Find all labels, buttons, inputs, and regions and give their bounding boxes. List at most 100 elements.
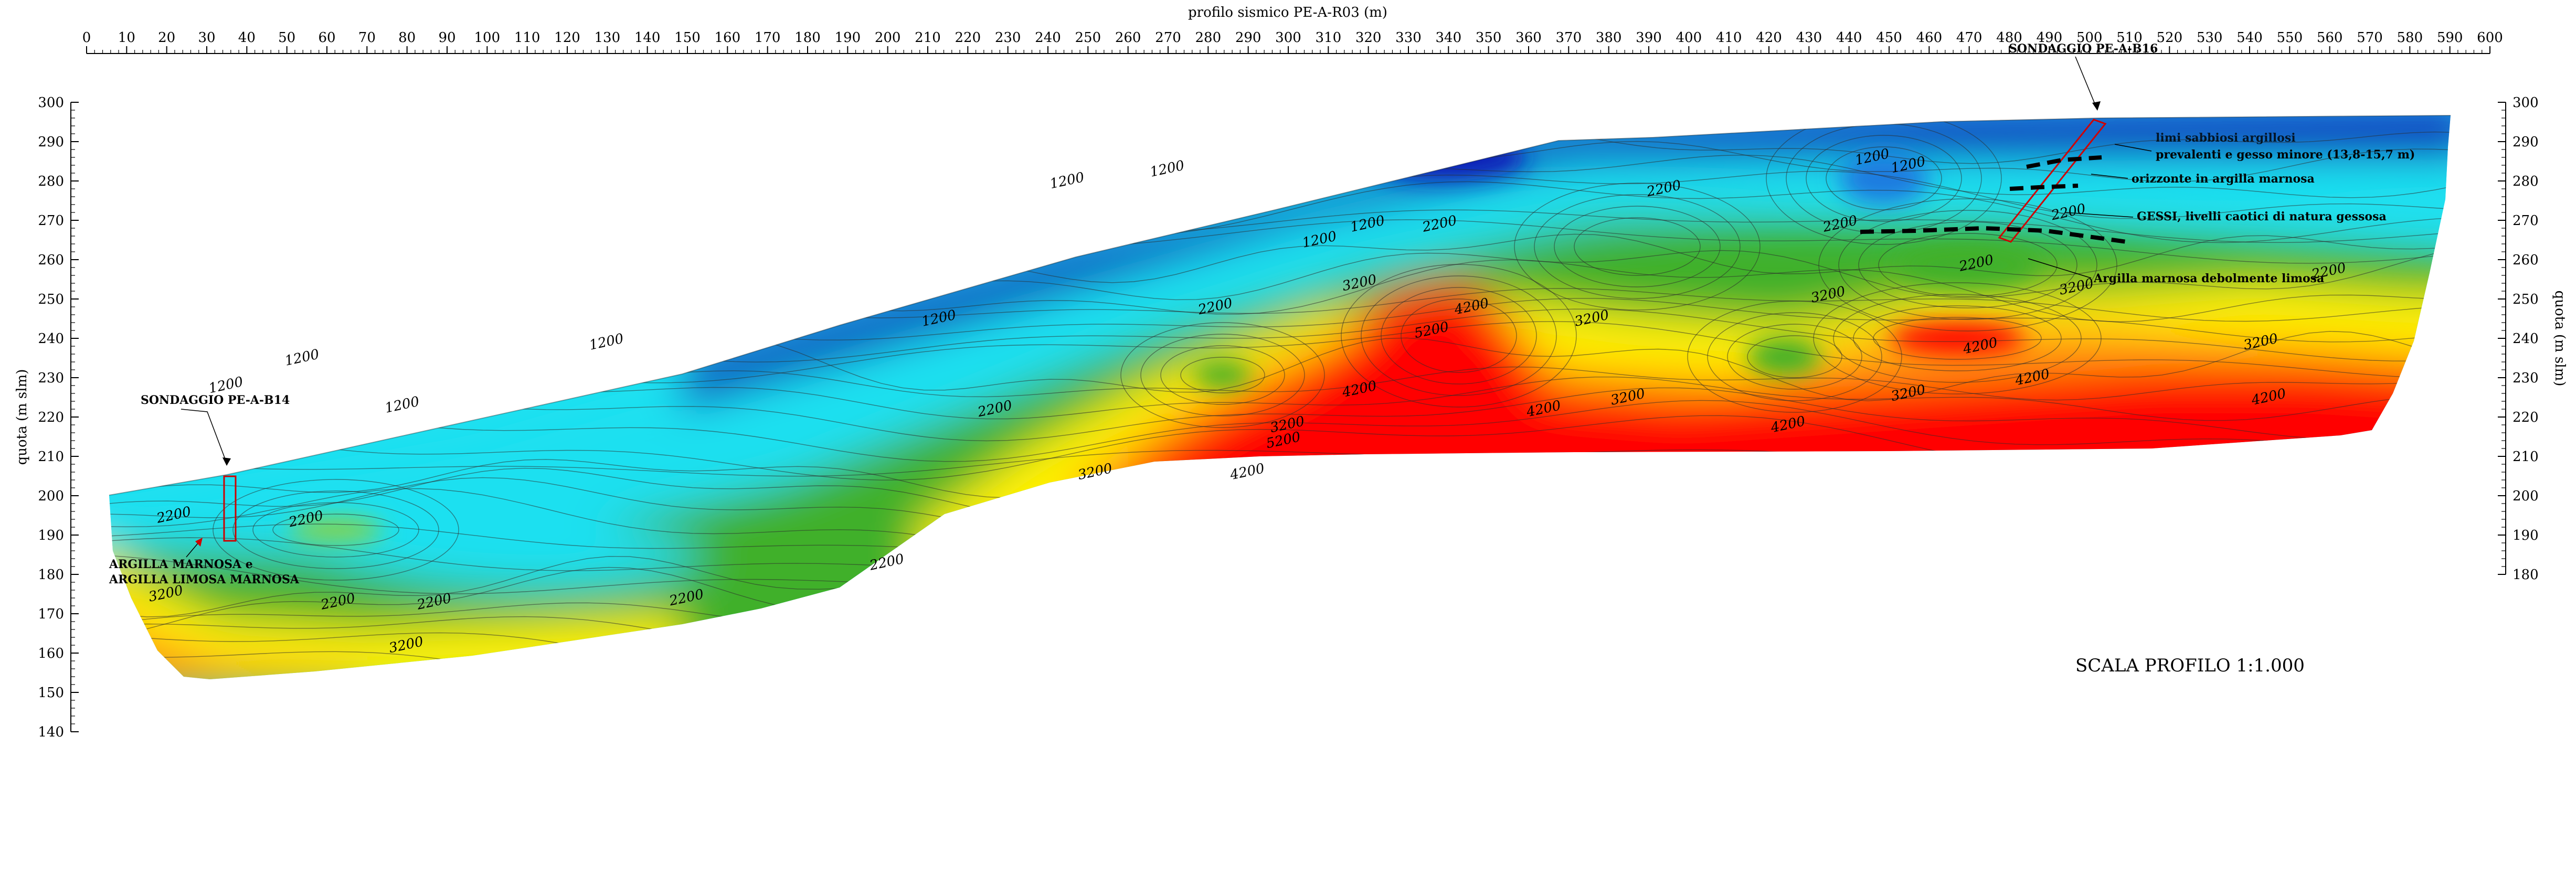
top-axis-tick-label: 20: [158, 30, 175, 46]
right-axis-tick-label: 230: [2513, 370, 2539, 386]
contour-ring: [252, 502, 419, 558]
top-axis-tick-label: 170: [755, 30, 781, 46]
left-axis-tick-label: 230: [38, 370, 64, 386]
left-axis-tick-label: 180: [38, 567, 64, 583]
horizon-upper: [2026, 155, 2102, 169]
contour-ring: [1707, 312, 1882, 401]
contour-ring: [272, 514, 399, 546]
scale-note: SCALA PROFILO 1:1.000: [2075, 655, 2305, 676]
top-axis-tick-label: 590: [2437, 30, 2463, 46]
top-axis-tick-label: 570: [2357, 30, 2383, 46]
zone-blue-top: [682, 115, 2451, 409]
top-axis-tick-label: 480: [1996, 30, 2022, 46]
right-axis-tick-label: 290: [2513, 134, 2539, 150]
top-axis-tick-label: 160: [715, 30, 741, 46]
top-axis-tick-label: 490: [2036, 30, 2062, 46]
borehole-b16-notes: limi sabbiosi argillosi prevalenti e ges…: [2028, 131, 2415, 285]
borehole-b16-arrowhead: [2092, 101, 2101, 111]
top-axis-tick-label: 440: [1836, 30, 1862, 46]
contour-ring: [1574, 217, 1701, 276]
contour-ring: [232, 490, 439, 569]
note-argilla-marnosa: ARGILLA MARNOSA e: [109, 558, 253, 571]
right-axis-tick-label: 300: [2513, 95, 2539, 111]
contour-ring: [1878, 233, 2058, 297]
left-axis-tick-label: 270: [38, 213, 64, 229]
contour-value-label: 1200: [283, 347, 321, 369]
top-axis-tick-label: 450: [1876, 30, 1902, 46]
borehole-b14-arrowhead: [222, 457, 231, 466]
borehole-b16-label: SONDAGGIO PE-A-B16: [2009, 42, 2158, 56]
contour-ring: [1554, 206, 1721, 287]
top-axis-tick-label: 290: [1235, 30, 1262, 46]
top-axis-tick-label: 390: [1636, 30, 1662, 46]
borehole-b14-leader: [181, 409, 227, 464]
section-outline: [109, 115, 2451, 496]
top-axis-tick-label: 200: [875, 30, 901, 46]
left-axis-tick-label: 290: [38, 134, 64, 150]
right-axis-tick-label: 180: [2513, 567, 2539, 583]
top-axis-tick-label: 60: [318, 30, 335, 46]
borehole-b14: SONDAGGIO PE-A-B14: [141, 393, 290, 542]
top-axis-tick-label: 270: [1155, 30, 1181, 46]
top-axis-tick-label: 550: [2276, 30, 2303, 46]
top-axis-tick-label: 400: [1676, 30, 1702, 46]
contour-ring: [1687, 301, 1902, 413]
top-axis-tick-label: 460: [1916, 30, 1942, 46]
left-axis-tick-label: 200: [38, 488, 64, 504]
contour-ring: [1120, 322, 1325, 428]
top-axis-tick-label: 30: [198, 30, 215, 46]
top-axis-tick-label: 350: [1476, 30, 1502, 46]
horizon-gessi: [1860, 226, 2131, 244]
top-axis-tick-label: 530: [2197, 30, 2223, 46]
left-axis-tick-label: 140: [38, 724, 64, 740]
horizon-middle: [2009, 184, 2079, 191]
left-axis-title: quota (m slm): [14, 369, 30, 465]
borehole-b14-column: [223, 475, 237, 542]
right-axis-tick-label: 240: [2513, 331, 2539, 347]
note-gessi: GESSI, livelli caotici di natura gessosa: [2137, 210, 2387, 223]
contour-ring: [1747, 335, 1842, 378]
top-axis-tick-label: 510: [2116, 30, 2143, 46]
contour-ring: [1401, 298, 1517, 373]
contour-ring: [1818, 198, 2117, 332]
note-argilla-limosa: ARGILLA LIMOSA MARNOSA: [109, 573, 300, 586]
top-axis-tick-label: 190: [835, 30, 861, 46]
interpreted-horizons: [1860, 155, 2131, 244]
top-axis-tick-label: 360: [1515, 30, 1542, 46]
left-axis: 140 150 160 170 180 190 200 210 220 230 240 250 260 2…: [14, 95, 79, 740]
top-axis-tick-label: 240: [1035, 30, 1061, 46]
top-axis-tick-label: 0: [82, 30, 91, 46]
contour-value-label: 1200: [588, 331, 625, 354]
zone-green-pocket-2: [1747, 338, 1821, 375]
contour-ring: [1534, 194, 1741, 299]
contour-labels: 1200120012001200120012001200120012001200…: [147, 146, 2348, 656]
right-axis-tick-label: 190: [2513, 528, 2539, 543]
borehole-b16-leader: [2075, 56, 2097, 108]
top-axis-tick-label: 40: [238, 30, 256, 46]
zone-green-pocket-3: [1194, 362, 1252, 388]
top-axis-tick-label: 420: [1756, 30, 1782, 46]
contour-ring: [1381, 287, 1537, 384]
right-axis-tick-label: 260: [2513, 252, 2539, 268]
left-axis-tick-label: 300: [38, 95, 64, 111]
contour-ring: [1727, 324, 1862, 390]
borehole-b16: SONDAGGIO PE-A-B16: [1998, 42, 2158, 243]
top-axis-tick-label: 130: [595, 30, 621, 46]
top-axis-tick-label: 520: [2156, 30, 2182, 46]
note-5-leader: [2028, 258, 2092, 279]
note-3-leader: [2091, 174, 2128, 179]
note-argilla-debolmente: Argilla marnosa debolmente limosa: [2093, 272, 2324, 285]
top-axis-tick-label: 330: [1395, 30, 1422, 46]
contour-ring: [1838, 210, 2097, 320]
top-axis-tick-label: 580: [2397, 30, 2423, 46]
top-axis-tick-label: 310: [1316, 30, 1342, 46]
contour-ring: [1833, 294, 2082, 383]
top-axis-tick-label: 300: [1275, 30, 1301, 46]
top-axis-tick-label: 230: [995, 30, 1021, 46]
left-axis-tick-label: 160: [38, 646, 64, 661]
left-axis-tick-label: 250: [38, 292, 64, 307]
left-axis-tick-label: 280: [38, 174, 64, 189]
left-axis-tick-label: 190: [38, 528, 64, 543]
top-axis-tick-label: 600: [2477, 30, 2503, 46]
note-left-arrowhead: [195, 538, 203, 547]
